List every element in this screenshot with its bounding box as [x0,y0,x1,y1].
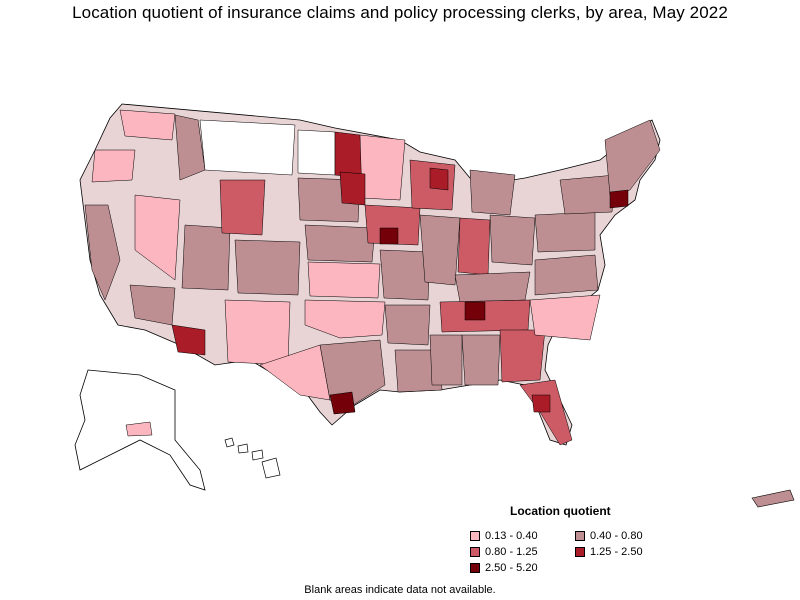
legend-title: Location quotient [510,504,611,518]
area-mississippi[interactable] [429,334,463,386]
legend-item-2: 0.80 - 1.25 [470,546,538,558]
area-florida[interactable] [519,379,573,446]
legend-swatch-3 [575,547,585,557]
area-utah[interactable] [181,224,231,291]
area-new-mexico[interactable] [224,299,291,366]
area-california-coast[interactable] [84,204,121,301]
area-arkansas[interactable] [384,304,431,346]
map-title: Location quotient of insurance claims an… [72,3,728,22]
area-pennsylvania[interactable] [534,211,596,253]
legend-item-4: 2.50 - 5.20 [470,562,538,574]
area-minnesota[interactable] [359,134,406,201]
area-anchorage[interactable] [125,421,153,437]
area-iowa[interactable] [364,204,421,246]
legend-item-1: 0.40 - 0.80 [575,530,643,542]
area-ohio[interactable] [489,214,536,266]
area-indiana[interactable] [457,217,491,276]
area-alabama[interactable] [461,334,501,386]
area-kentucky[interactable] [454,271,531,303]
area-des-moines[interactable] [379,227,399,245]
area-nebraska[interactable] [304,224,376,263]
area-puerto-rico[interactable] [751,489,795,508]
area-georgia[interactable] [499,329,546,383]
area-carolinas[interactable] [529,294,601,341]
area-kansas[interactable] [307,261,381,299]
footnote: Blank areas indicate data not available. [304,584,496,596]
area-colorado[interactable] [234,239,301,296]
area-nashville[interactable] [464,301,486,321]
area-new-york[interactable] [559,174,616,215]
legend-label-2: 0.80 - 1.25 [485,546,538,558]
area-oklahoma[interactable] [304,299,386,339]
area-missouri[interactable] [379,249,431,301]
area-michigan[interactable] [469,169,516,216]
area-montana[interactable] [199,119,296,176]
area-houston[interactable] [329,391,356,415]
area-nevada[interactable] [134,194,181,281]
area-hartford[interactable] [609,189,629,209]
area-wyoming[interactable] [219,179,266,236]
legend-label-1: 0.40 - 0.80 [590,530,643,542]
legend-swatch-1 [575,531,585,541]
legend-swatch-2 [470,547,480,557]
area-minneapolis[interactable] [339,171,366,206]
area-florida-west[interactable] [531,394,551,413]
legend-item-0: 0.13 - 0.40 [470,530,538,542]
area-oregon-west[interactable] [91,149,136,183]
area-texas-central[interactable] [319,339,386,411]
area-washington-east[interactable] [119,109,176,141]
legend-swatch-4 [470,563,480,573]
legend-label-4: 2.50 - 5.20 [485,562,538,574]
legend-label-0: 0.13 - 0.40 [485,530,538,542]
area-virginia[interactable] [534,254,599,296]
legend-swatch-0 [470,531,480,541]
area-arizona-north[interactable] [129,284,176,326]
hawaii-islands [224,437,281,479]
area-new-england[interactable] [604,119,661,196]
area-louisiana[interactable] [394,349,443,393]
legend-item-3: 1.25 - 2.50 [575,546,643,558]
area-north-dakota-west[interactable] [297,129,336,176]
area-north-dakota-east[interactable] [334,131,363,179]
area-wisconsin-north[interactable] [429,167,449,191]
area-polygons [84,109,661,446]
area-illinois[interactable] [419,214,461,286]
legend-label-3: 1.25 - 2.50 [590,546,643,558]
area-arizona-south[interactable] [171,324,206,356]
